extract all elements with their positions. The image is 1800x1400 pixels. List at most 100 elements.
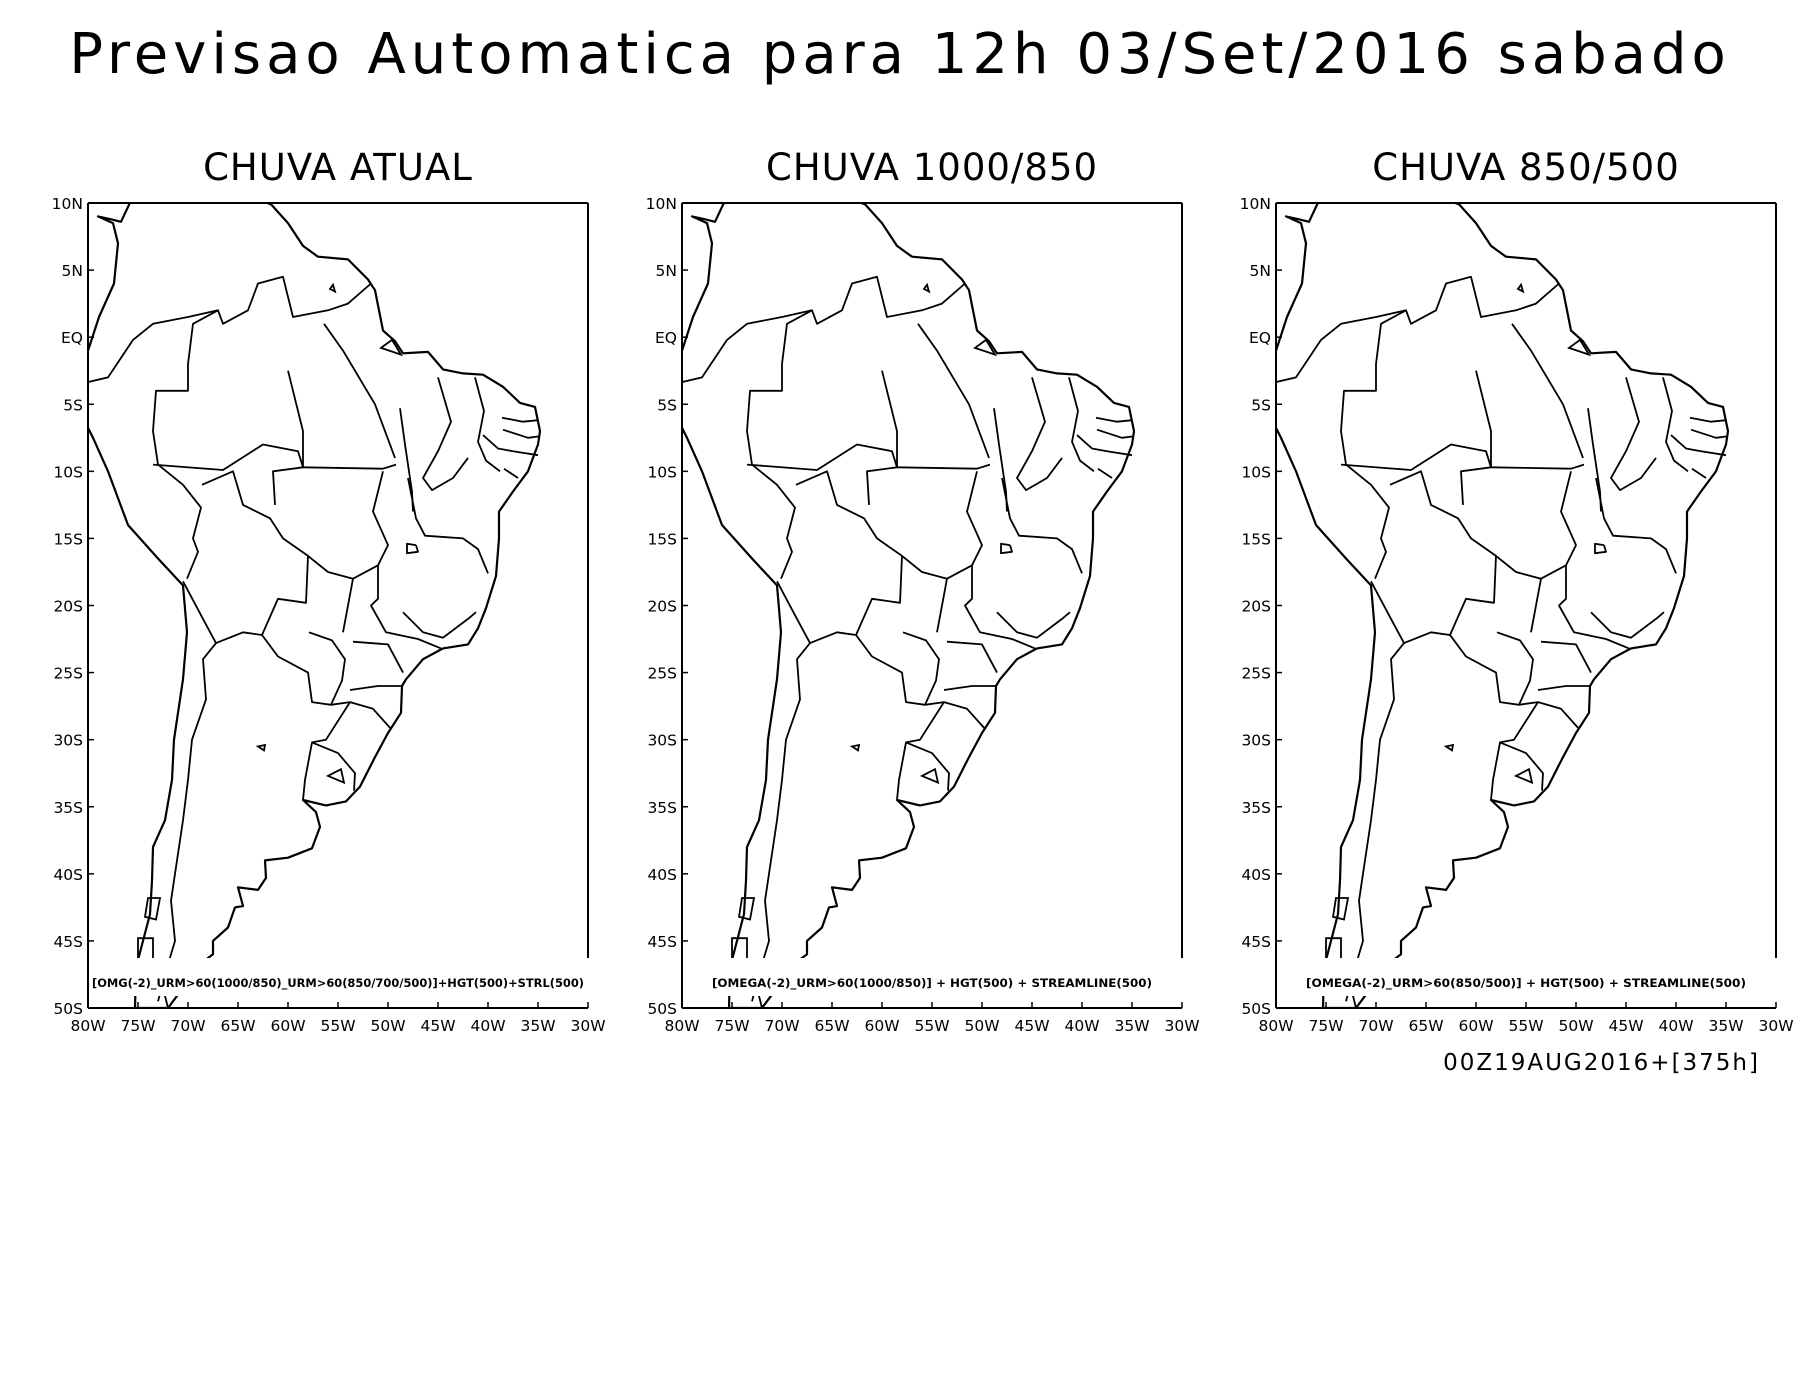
border-line [682,309,813,384]
border-line [1076,434,1133,457]
border-line [1490,463,1585,470]
border-line [1511,323,1584,459]
border-line [1000,542,1013,555]
lon-tick-label: 35W [1708,1017,1743,1035]
border-line [1690,428,1728,439]
lat-tick-label: 10S [53,463,83,481]
border-line [943,701,986,730]
lat-tick-label: 10N [1240,195,1271,213]
lat-tick-label: 40S [1241,866,1271,884]
map-land-outlines [88,203,542,1008]
map-land-outlines [1276,203,1730,1008]
lat-tick-label: 50S [647,1000,677,1018]
caption-band [1277,958,1781,996]
lon-tick-label: 75W [120,1017,155,1035]
island-outline [737,897,756,921]
lon-tick-label: 30W [570,1017,605,1035]
panel-title-1: CHUVA ATUAL [203,146,473,189]
lat-tick-label: 5N [62,262,83,280]
border-line [1691,467,1707,479]
lon-tick-label: 30W [1164,1017,1199,1035]
lat-tick-label: 45S [647,933,677,951]
lat-tick-label: 35S [647,799,677,817]
run-info: 00Z19AUG2016+[375h] [1443,1050,1760,1076]
border-line [501,416,538,423]
border-line [943,685,996,691]
lon-tick-label: 80W [664,1017,699,1035]
continent-outline [1276,203,1730,1008]
island-outline [143,897,162,921]
border-line [152,443,304,471]
lat-tick-label: EQ [655,329,677,347]
island-outline [849,743,861,752]
border-line [746,275,966,580]
lat-tick-label: 5S [63,396,83,414]
border-line [1558,565,1630,650]
border-line [1537,701,1580,730]
lat-tick-label: 25S [53,665,83,683]
border-line [1595,477,1677,574]
panel-caption: [OMEGA(-2)_URM>60(850/500)] + HGT(500) +… [1306,976,1746,991]
island-outline [1331,897,1350,921]
border-line [1670,434,1727,457]
map-land-outlines [682,203,1136,1008]
lat-tick-label: 15S [1241,530,1271,548]
island-outline [328,282,337,294]
lat-tick-label: 15S [647,530,677,548]
border-line [349,685,402,691]
lon-tick-label: 65W [814,1017,849,1035]
border-line [1610,377,1657,492]
lon-tick-label: 55W [914,1017,949,1035]
lon-tick-label: 70W [1358,1017,1393,1035]
lon-tick-label: 80W [70,1017,105,1035]
border-line [795,470,903,644]
border-line [88,309,219,384]
lat-tick-label: 15S [53,530,83,548]
border-line [905,741,950,791]
island-outline [1443,743,1455,752]
border-line [261,631,346,706]
panel-title-3: CHUVA 850/500 [1372,146,1680,189]
lon-tick-label: 30W [1758,1017,1793,1035]
border-line [896,701,945,801]
lon-tick-label: 45W [1014,1017,1049,1035]
border-line [1499,741,1544,791]
island-outline [919,767,940,785]
lat-tick-label: EQ [61,329,83,347]
lon-tick-label: 35W [1114,1017,1149,1035]
border-line [1662,377,1689,473]
border-line [1340,443,1492,471]
border-line [1097,467,1113,479]
map-panel-2: [OMEGA(-2)_URM>60(1000/850)] + HGT(500) … [646,195,1200,1035]
border-line [422,377,469,492]
lon-tick-label: 60W [270,1017,305,1035]
border-line [323,323,396,459]
lat-tick-label: 30S [1241,732,1271,750]
island-outline [1567,338,1592,357]
lat-tick-label: 25S [1241,665,1271,683]
lon-tick-label: 40W [1064,1017,1099,1035]
border-line [855,631,940,706]
lon-tick-label: 75W [1308,1017,1343,1035]
panel-caption: [OMEGA(-2)_URM>60(1000/850)] + HGT(500) … [712,976,1152,991]
lat-tick-label: 5S [1251,396,1271,414]
border-line [502,428,540,439]
lat-tick-label: 50S [1241,1000,1271,1018]
island-outline [325,767,346,785]
border-line [482,434,539,457]
border-line [302,463,397,470]
lon-tick-label: 50W [1558,1017,1593,1035]
border-line [917,323,990,459]
border-line [946,640,998,674]
border-line [1590,611,1665,639]
border-line [503,467,519,479]
border-line [370,565,442,650]
lat-tick-label: 45S [1241,933,1271,951]
island-outline [379,338,404,357]
lat-tick-label: 30S [647,732,677,750]
border-line [406,542,419,555]
border-line [152,275,372,580]
island-outline [1516,282,1525,294]
border-line [1276,309,1407,384]
